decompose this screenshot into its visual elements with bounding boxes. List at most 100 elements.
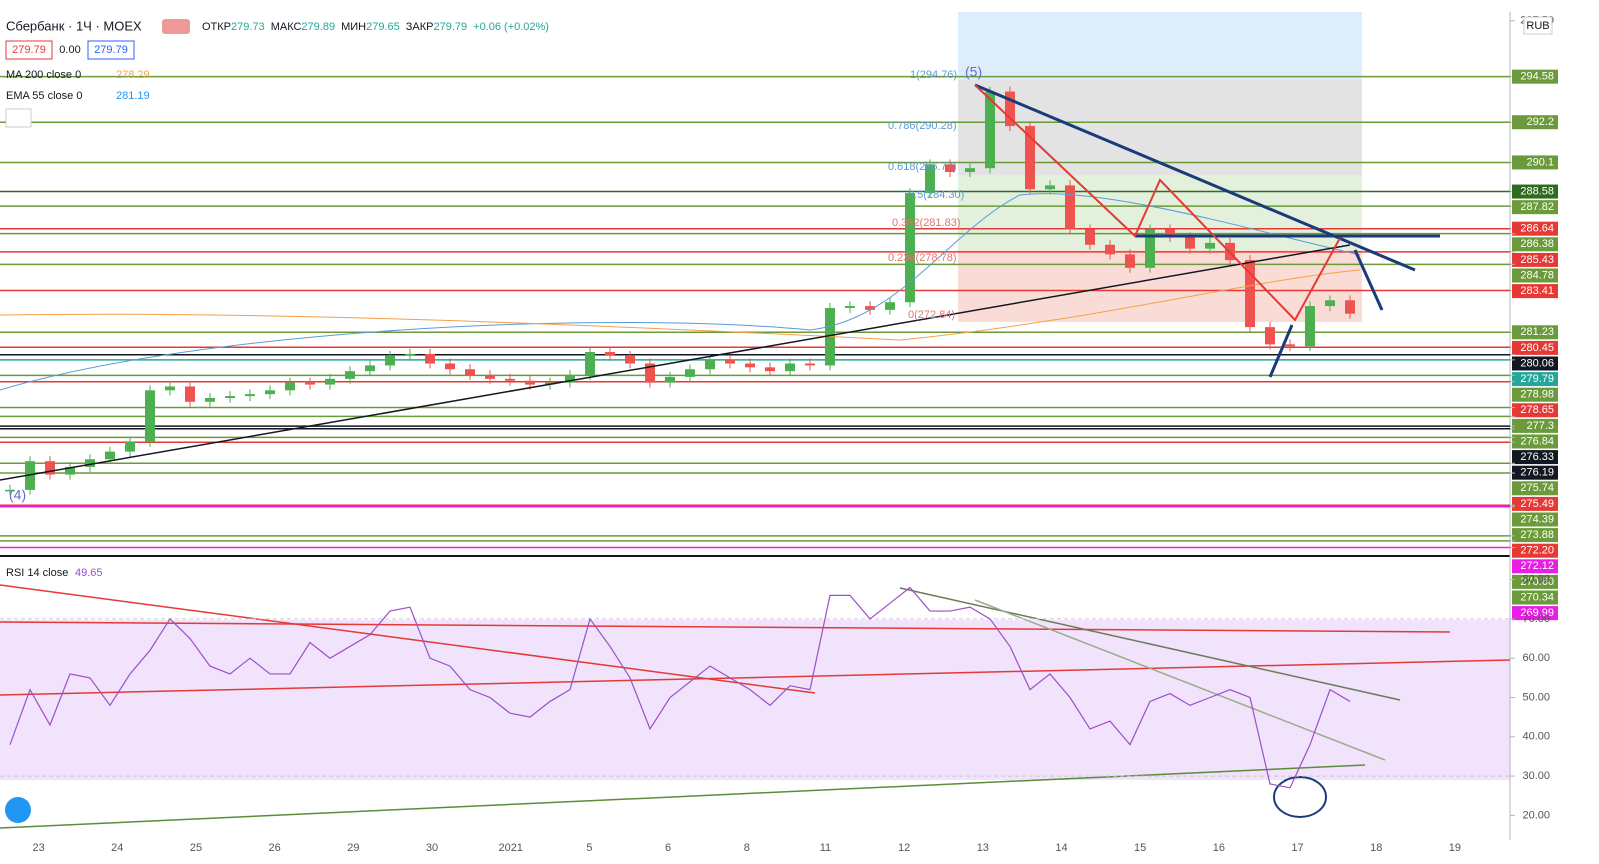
x-tick-label: 30 xyxy=(426,842,438,854)
axes: 297.50294.58292.2290.1288.58287.82286.64… xyxy=(32,15,1558,854)
y-tick-label: 290.1 xyxy=(1526,156,1554,168)
candle xyxy=(505,378,515,381)
candle xyxy=(725,359,735,364)
y-tick-label: 273.88 xyxy=(1520,529,1554,541)
tick-box xyxy=(1512,325,1558,340)
candle xyxy=(225,396,235,398)
annotations: 1(294.76) 0.786(290.28) 0.618(286.77) 0.5(2… xyxy=(9,64,982,503)
y-tick-label: 286.38 xyxy=(1520,238,1554,250)
y-tick-label: 279.79 xyxy=(1520,373,1554,385)
x-tick-label: 24 xyxy=(111,842,123,854)
y-tick-label: 40.00 xyxy=(1522,731,1550,743)
candle xyxy=(65,466,75,475)
tick-box xyxy=(1512,606,1558,621)
fib-label: 0.5(284.30) xyxy=(908,189,964,201)
y-tick-label: 272.12 xyxy=(1520,560,1554,572)
ohlc-value: 279.89 xyxy=(301,21,335,33)
currency: RUB xyxy=(1526,20,1549,32)
ohlc-value: 279.79 xyxy=(433,21,467,33)
symbol: Сбербанк · 1Ч · MOEX xyxy=(6,18,142,33)
candle xyxy=(285,382,295,391)
rsi-band xyxy=(0,620,1510,780)
rsi-trend xyxy=(0,584,816,694)
arrow xyxy=(1268,324,1294,378)
tick-box xyxy=(1512,284,1558,299)
y-tick-label: 270.60 xyxy=(1520,576,1554,588)
x-tick-label: 17 xyxy=(1291,842,1303,854)
ohlc-label: МИН xyxy=(341,21,366,33)
rsi-trend xyxy=(899,587,1401,701)
collapse-button[interactable] xyxy=(5,108,32,128)
price: 279.79 xyxy=(12,44,46,56)
candle xyxy=(1005,91,1015,127)
y-tick-label: 276.33 xyxy=(1520,451,1554,463)
tick-box xyxy=(1512,465,1558,480)
toggle[interactable] xyxy=(162,19,190,34)
arrow xyxy=(1353,249,1384,311)
y-tick-label: 277.3 xyxy=(1526,420,1554,432)
candle xyxy=(445,363,455,370)
tick-box xyxy=(1512,155,1558,170)
candle xyxy=(1145,229,1155,268)
candle xyxy=(525,380,535,385)
candle xyxy=(1305,306,1315,347)
tick-box xyxy=(1512,340,1558,355)
y-tick-label: 288.58 xyxy=(1520,185,1554,197)
candle xyxy=(1185,237,1195,249)
candle xyxy=(665,376,675,383)
candle xyxy=(1325,300,1335,307)
candle xyxy=(885,302,895,310)
tick-box xyxy=(1512,574,1558,589)
tick-box xyxy=(1512,559,1558,574)
candle xyxy=(325,378,335,385)
candle xyxy=(845,306,855,308)
candle xyxy=(685,369,695,377)
candle xyxy=(385,355,395,366)
y-tick-label: 285.43 xyxy=(1520,254,1554,266)
y-tick-label: 80.00 xyxy=(1522,574,1550,586)
candle xyxy=(105,451,115,460)
y-tick-label: 275.49 xyxy=(1520,498,1554,510)
tick-box xyxy=(1512,372,1558,387)
y-tick-label: 278.98 xyxy=(1520,389,1554,401)
y-tick-label: 272.20 xyxy=(1520,545,1554,557)
rsi xyxy=(0,586,1510,789)
y-tick-label: 20.00 xyxy=(1522,809,1550,821)
candle xyxy=(585,352,595,375)
wave-label: (5) xyxy=(965,64,982,80)
fib-label: 1(294.76) xyxy=(910,69,957,81)
indicator-name: EMA 55 close 0 xyxy=(6,90,82,102)
fib-label: 0.618(286.77) xyxy=(888,161,957,173)
logo[interactable] xyxy=(5,797,31,823)
rsi-trend xyxy=(974,599,1386,761)
candle xyxy=(985,91,995,169)
change: +0.06 (+0.02%) xyxy=(473,21,549,33)
candle xyxy=(645,363,655,383)
ohlc-label: МАКС xyxy=(271,21,302,33)
tick-box xyxy=(1512,237,1558,252)
currency-box[interactable] xyxy=(1523,16,1553,35)
candle xyxy=(625,355,635,364)
candle xyxy=(565,375,575,383)
tick-box xyxy=(1512,481,1558,496)
candle xyxy=(145,390,155,443)
candle xyxy=(785,363,795,372)
y-tick-label: 287.82 xyxy=(1520,201,1554,213)
tick-box xyxy=(1512,543,1558,558)
y-tick-label: 276.84 xyxy=(1520,435,1554,447)
wave-line xyxy=(974,84,1341,322)
y-tick-label: 270.34 xyxy=(1520,591,1554,603)
ma-line xyxy=(0,193,1361,391)
ohlc-value: 279.73 xyxy=(231,21,265,33)
x-tick-label: 29 xyxy=(347,842,359,854)
tick-box xyxy=(1512,268,1558,283)
ohlc-value: 279.65 xyxy=(366,21,400,33)
y-tick-label: 284.78 xyxy=(1520,269,1554,281)
tick-box xyxy=(1512,356,1558,371)
fib-zone xyxy=(958,175,1362,250)
candle xyxy=(45,461,55,475)
candle xyxy=(365,365,375,372)
candle xyxy=(245,394,255,397)
